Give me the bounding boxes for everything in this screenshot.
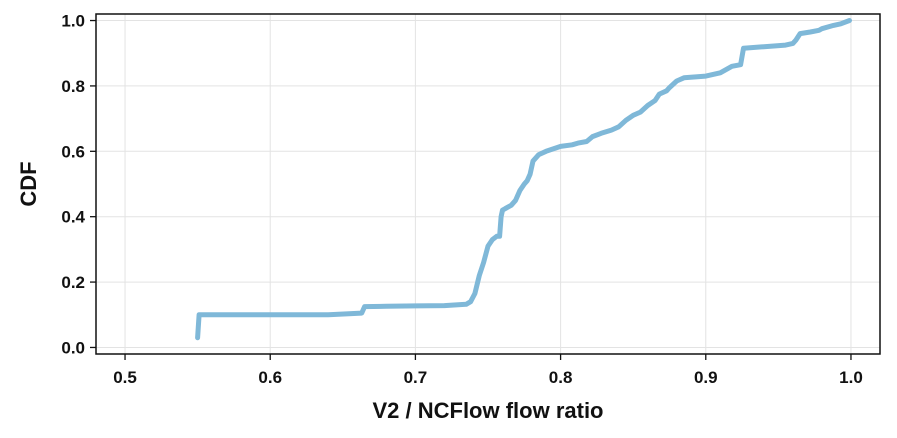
- cdf-series-line: [195, 18, 852, 341]
- y-tick-label: 1.0: [61, 12, 85, 31]
- x-axis-label: V2 / NCFlow flow ratio: [372, 398, 603, 423]
- series-lines: [195, 18, 852, 341]
- y-tick-label: 0.2: [61, 273, 85, 292]
- y-tick-label: 0.4: [61, 208, 85, 227]
- x-tick-label: 0.6: [258, 368, 282, 387]
- x-tick-label: 0.8: [549, 368, 573, 387]
- y-axis-label: CDF: [16, 161, 41, 206]
- y-tick-label: 0.0: [61, 338, 85, 357]
- x-tick-label: 0.7: [404, 368, 428, 387]
- y-tick-label: 0.6: [61, 142, 85, 161]
- x-tick-label: 1.0: [839, 368, 863, 387]
- y-tick-label: 0.8: [61, 77, 85, 96]
- x-tick-label: 0.5: [113, 368, 137, 387]
- grid-lines: [96, 14, 880, 354]
- x-axis: 0.5 0.6 0.7 0.8 0.9 1.0: [113, 354, 863, 387]
- plot-frame: [95, 13, 881, 355]
- x-tick-label: 0.9: [694, 368, 718, 387]
- y-axis: 0.0 0.2 0.4 0.6 0.8 1.0: [61, 12, 96, 357]
